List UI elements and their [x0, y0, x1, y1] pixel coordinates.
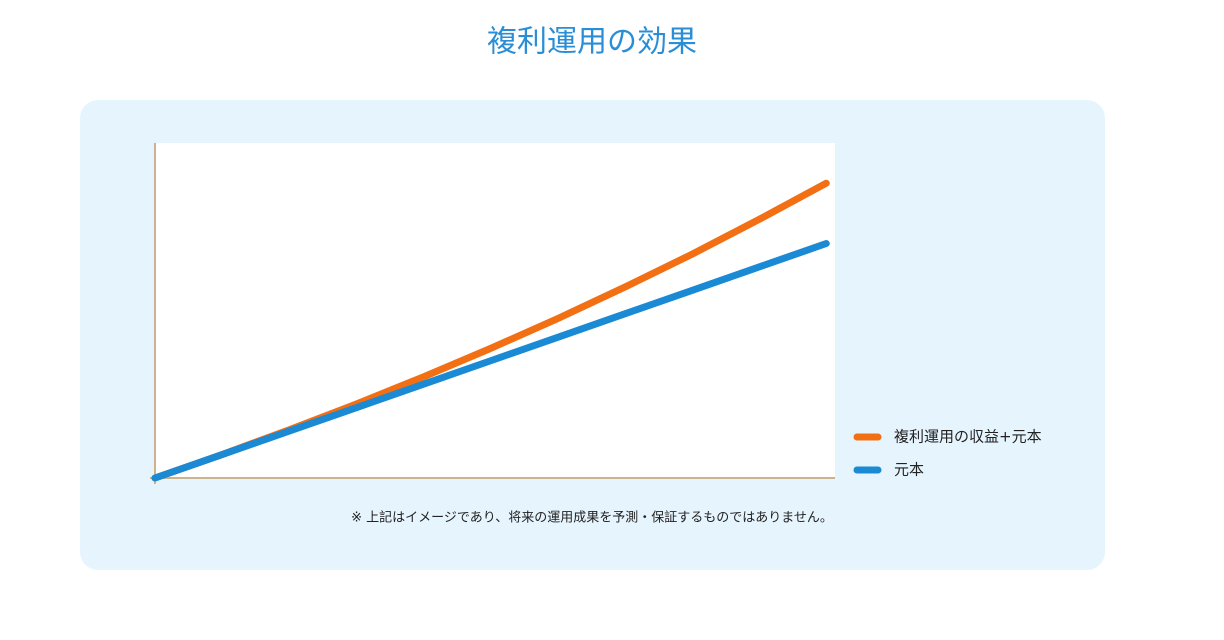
- disclaimer-note: ※ 上記はイメージであり、将来の運用成果を予測・保証するものではありません。: [351, 510, 833, 526]
- plot-area: [155, 143, 835, 478]
- series-layer: [151, 179, 830, 482]
- series-line: [151, 240, 830, 482]
- chart-title: 複利運用の効果: [487, 25, 697, 60]
- legend-label: 元本: [894, 461, 924, 479]
- legend-label: 複利運用の収益+元本: [894, 428, 1042, 446]
